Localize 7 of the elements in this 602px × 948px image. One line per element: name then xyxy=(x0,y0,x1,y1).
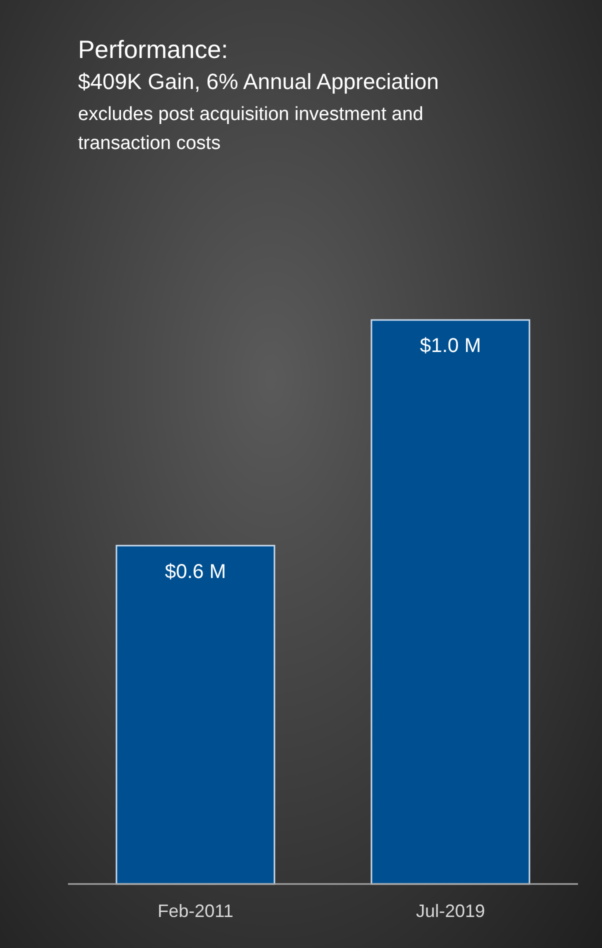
chart-subtitle: $409K Gain, 6% Annual Appreciation xyxy=(78,68,440,96)
text: excludes post acquisition investment and transaction costs xyxy=(78,103,424,156)
data-label: $1.0 M xyxy=(420,335,482,358)
x-tick-label: Feb-2011 xyxy=(158,900,234,921)
x-tick-label: Jul-2019 xyxy=(416,900,486,921)
chart-title: Performance: xyxy=(78,35,230,66)
data-label: $0.6 M xyxy=(164,560,226,583)
